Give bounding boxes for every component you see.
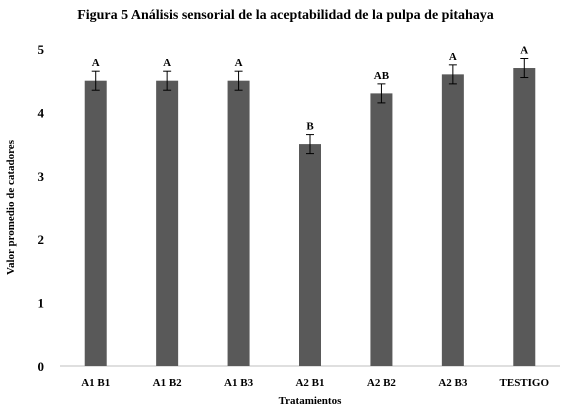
error-bar: [306, 134, 314, 155]
significance-label: A: [163, 57, 171, 69]
bar: [156, 80, 179, 366]
significance-label: A: [520, 45, 528, 57]
y-tick-label: 5: [38, 42, 45, 57]
y-tick-label: 3: [38, 169, 45, 184]
bar: [84, 80, 107, 366]
y-tick-label: 2: [38, 232, 45, 247]
x-tick-label: A2 B3: [438, 377, 468, 389]
error-bar: [377, 83, 386, 104]
bar: [227, 80, 250, 366]
bar: [441, 74, 464, 367]
y-tick-labels: 0 1 2 3 4 5: [38, 42, 45, 374]
x-tick-label: A2 B2: [367, 377, 397, 389]
significance-label: B: [306, 121, 314, 133]
y-axis-title: Valor promedio de catadores: [5, 139, 17, 275]
error-bar: [520, 58, 529, 79]
x-tick-label: A1 B3: [224, 377, 254, 389]
significance-label: A: [92, 57, 100, 69]
bars: [84, 68, 536, 367]
y-tick-label: 0: [38, 359, 45, 374]
x-tick-label: A1 B1: [81, 377, 110, 389]
significance-label: AB: [374, 70, 390, 82]
significance-label: A: [449, 51, 457, 63]
bar: [370, 93, 393, 366]
error-bar: [163, 70, 172, 91]
bar: [513, 68, 536, 367]
bar: [299, 144, 321, 366]
x-tick-label: A2 B1: [295, 377, 324, 389]
x-tick-labels: A1 B1 A1 B2 A1 B3 A2 B1 A2 B2 A2 B3 TESTIGO: [81, 377, 549, 389]
x-tick-label: A1 B2: [153, 377, 183, 389]
error-bar: [234, 70, 243, 91]
chart-title: Figura 5 Análisis sensorial de la acepta…: [77, 8, 494, 23]
error-bars: [91, 58, 529, 155]
y-tick-label: 1: [38, 296, 45, 311]
y-tick-label: 4: [38, 105, 45, 120]
error-bar: [448, 64, 457, 85]
x-tick-label: TESTIGO: [500, 377, 550, 389]
x-axis-title: Tratamientos: [279, 395, 342, 407]
significance-label: A: [235, 57, 243, 69]
error-bar: [91, 70, 100, 91]
